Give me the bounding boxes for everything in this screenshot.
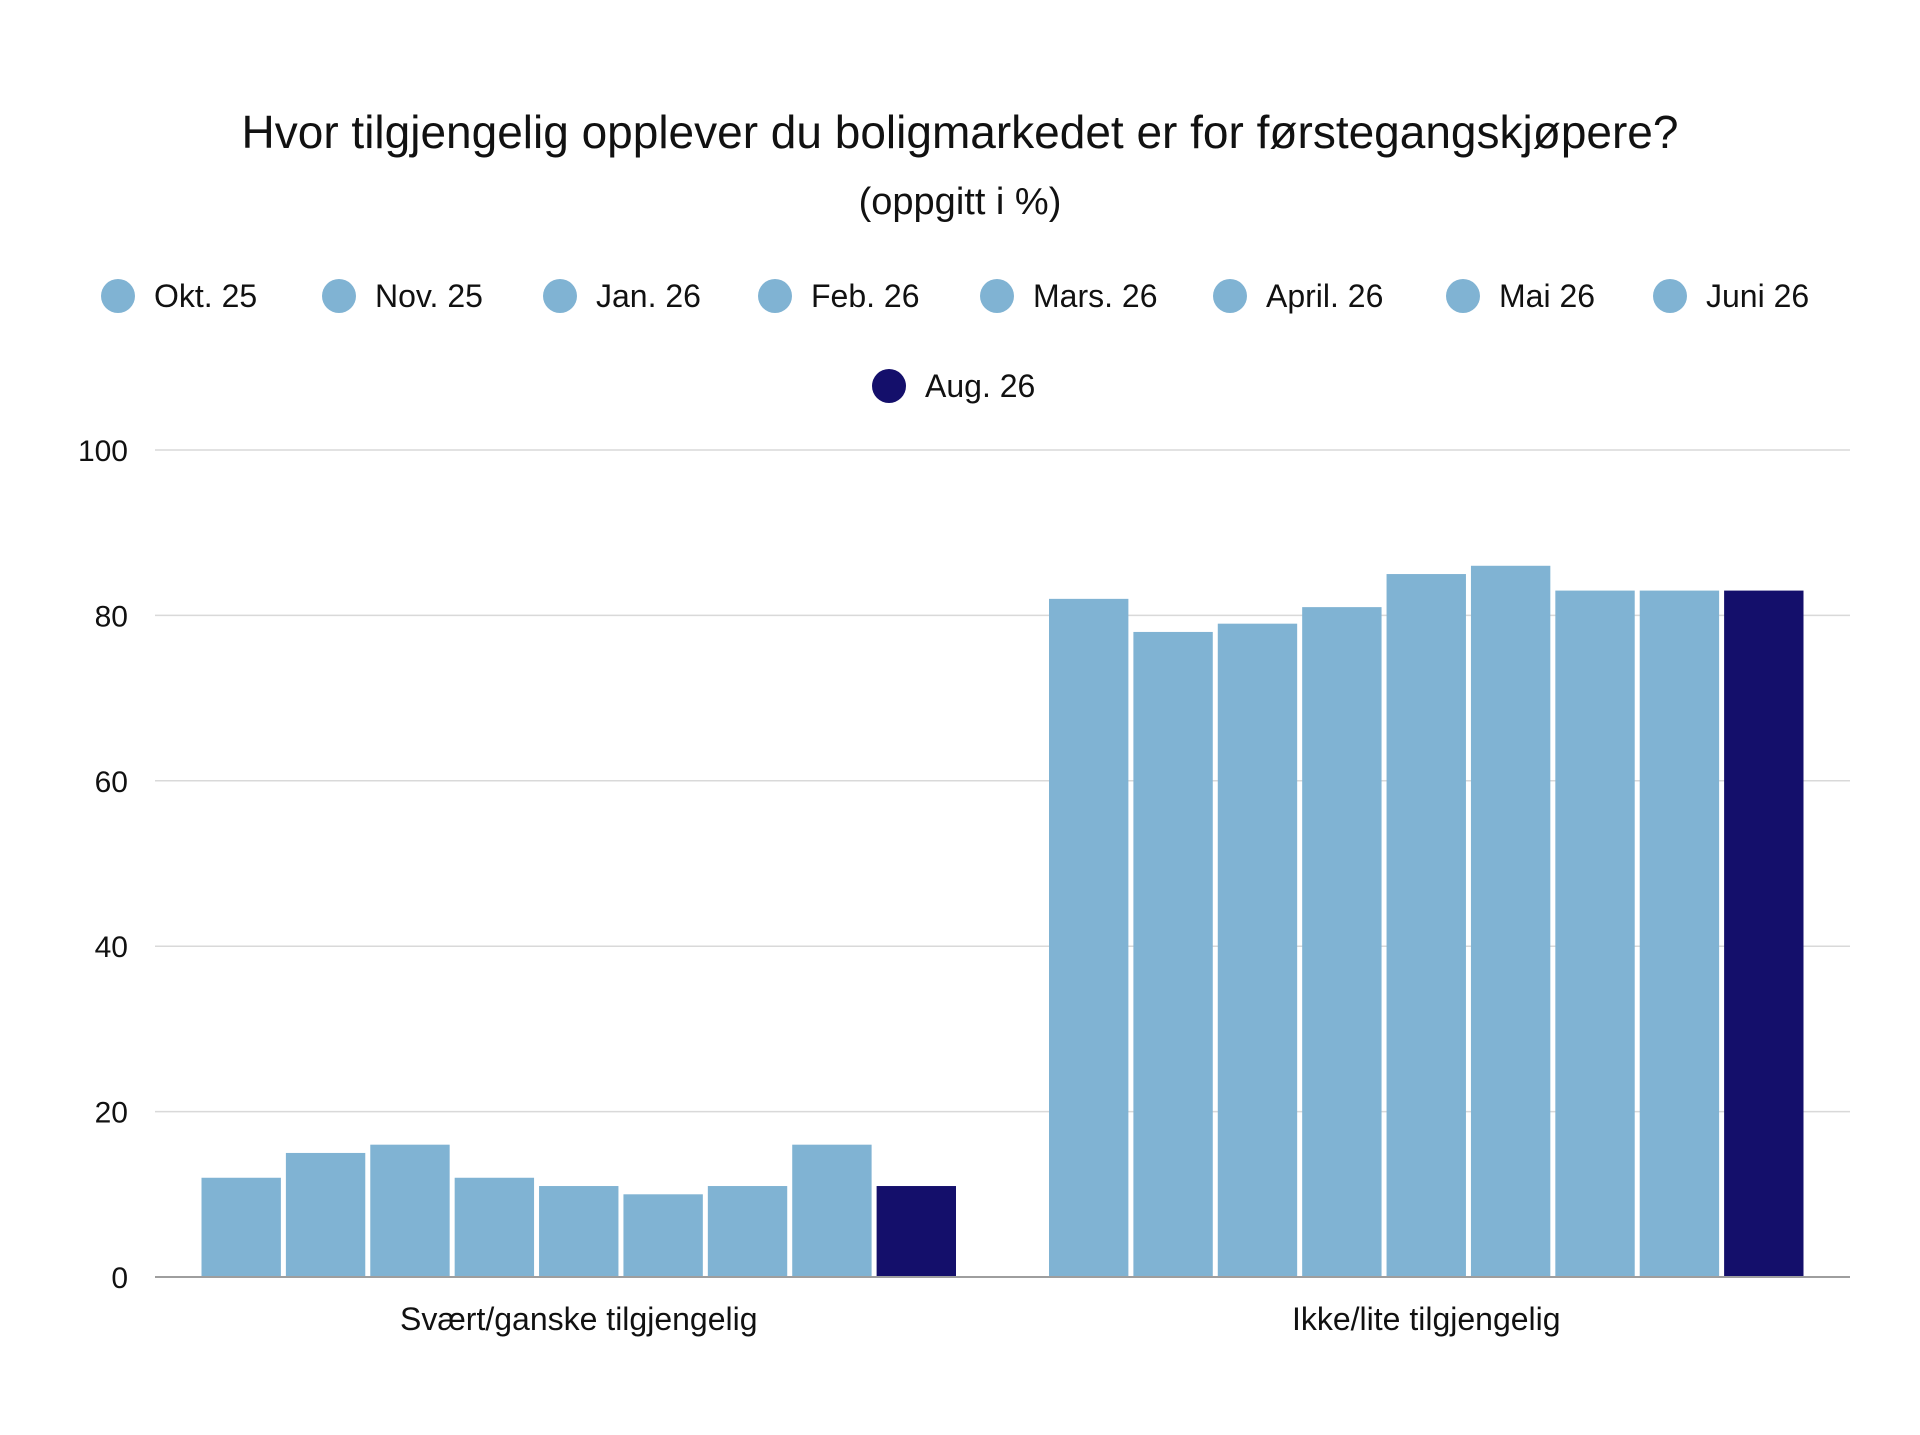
bar: [1639, 590, 1720, 1277]
bar: [370, 1144, 450, 1277]
bar: [792, 1144, 872, 1277]
bar: [454, 1177, 535, 1277]
y-tick-label: 60: [95, 766, 128, 799]
bar: [707, 1186, 788, 1277]
legend-item: Okt. 25: [101, 278, 257, 314]
bar: [1555, 590, 1635, 1277]
bar: [1724, 590, 1804, 1277]
legend-item: Juni 26: [1653, 278, 1809, 314]
bar: [1470, 565, 1551, 1277]
x-axis-categories: Svært/ganske tilgjengelig Ikke/lite tilgj…: [400, 1301, 1561, 1337]
y-tick-label: 20: [95, 1097, 128, 1130]
legend-marker: [1653, 279, 1687, 313]
legend-item: Mars. 26: [980, 278, 1157, 314]
legend-item: Feb. 26: [758, 278, 920, 314]
legend-marker: [980, 279, 1014, 313]
x-category-label: Svært/ganske tilgjengelig: [400, 1301, 758, 1337]
bar: [1386, 574, 1466, 1277]
bar: [1217, 623, 1298, 1277]
legend-marker: [543, 279, 577, 313]
y-tick-label: 40: [95, 931, 128, 964]
legend-item: Jan. 26: [543, 278, 701, 314]
legend-label: Mars. 26: [1033, 278, 1157, 314]
legend-label: Nov. 25: [375, 278, 483, 314]
legend-marker: [872, 369, 906, 403]
legend-marker: [322, 279, 356, 313]
bar: [539, 1186, 619, 1277]
legend-item: April. 26: [1213, 278, 1383, 314]
legend-label: April. 26: [1266, 278, 1383, 314]
bar: [1302, 607, 1382, 1277]
legend-label: Juni 26: [1706, 278, 1809, 314]
chart-subtitle: (oppgitt i %): [859, 181, 1062, 223]
chart-title: Hvor tilgjengelig opplever du boligmarke…: [242, 106, 1679, 158]
x-category-label: Ikke/lite tilgjengelig: [1292, 1301, 1561, 1337]
bar: [285, 1152, 366, 1277]
bars: [201, 565, 1804, 1277]
bar: [876, 1186, 956, 1277]
y-axis-ticks: 0 20 40 60 80 100: [78, 435, 128, 1295]
legend-label: Mai 26: [1499, 278, 1595, 314]
legend-item: Aug. 26: [872, 368, 1035, 404]
legend-label: Okt. 25: [154, 278, 257, 314]
legend-marker: [101, 279, 135, 313]
legend-label: Jan. 26: [596, 278, 701, 314]
bar: [1049, 598, 1129, 1277]
legend-marker: [1446, 279, 1480, 313]
bar: [623, 1194, 703, 1277]
y-tick-label: 0: [111, 1262, 128, 1295]
bar: [1133, 631, 1213, 1277]
legend-marker: [758, 279, 792, 313]
legend-item: Mai 26: [1446, 278, 1595, 314]
legend-label: Feb. 26: [811, 278, 920, 314]
legend-item: Nov. 25: [322, 278, 483, 314]
y-tick-label: 80: [95, 600, 128, 633]
legend-marker: [1213, 279, 1247, 313]
legend: Okt. 25 Nov. 25 Jan. 26 Feb. 26 Mars. 26 Apri…: [101, 278, 1809, 404]
bar: [201, 1177, 281, 1277]
legend-label: Aug. 26: [925, 368, 1035, 404]
y-tick-label: 100: [78, 435, 128, 468]
